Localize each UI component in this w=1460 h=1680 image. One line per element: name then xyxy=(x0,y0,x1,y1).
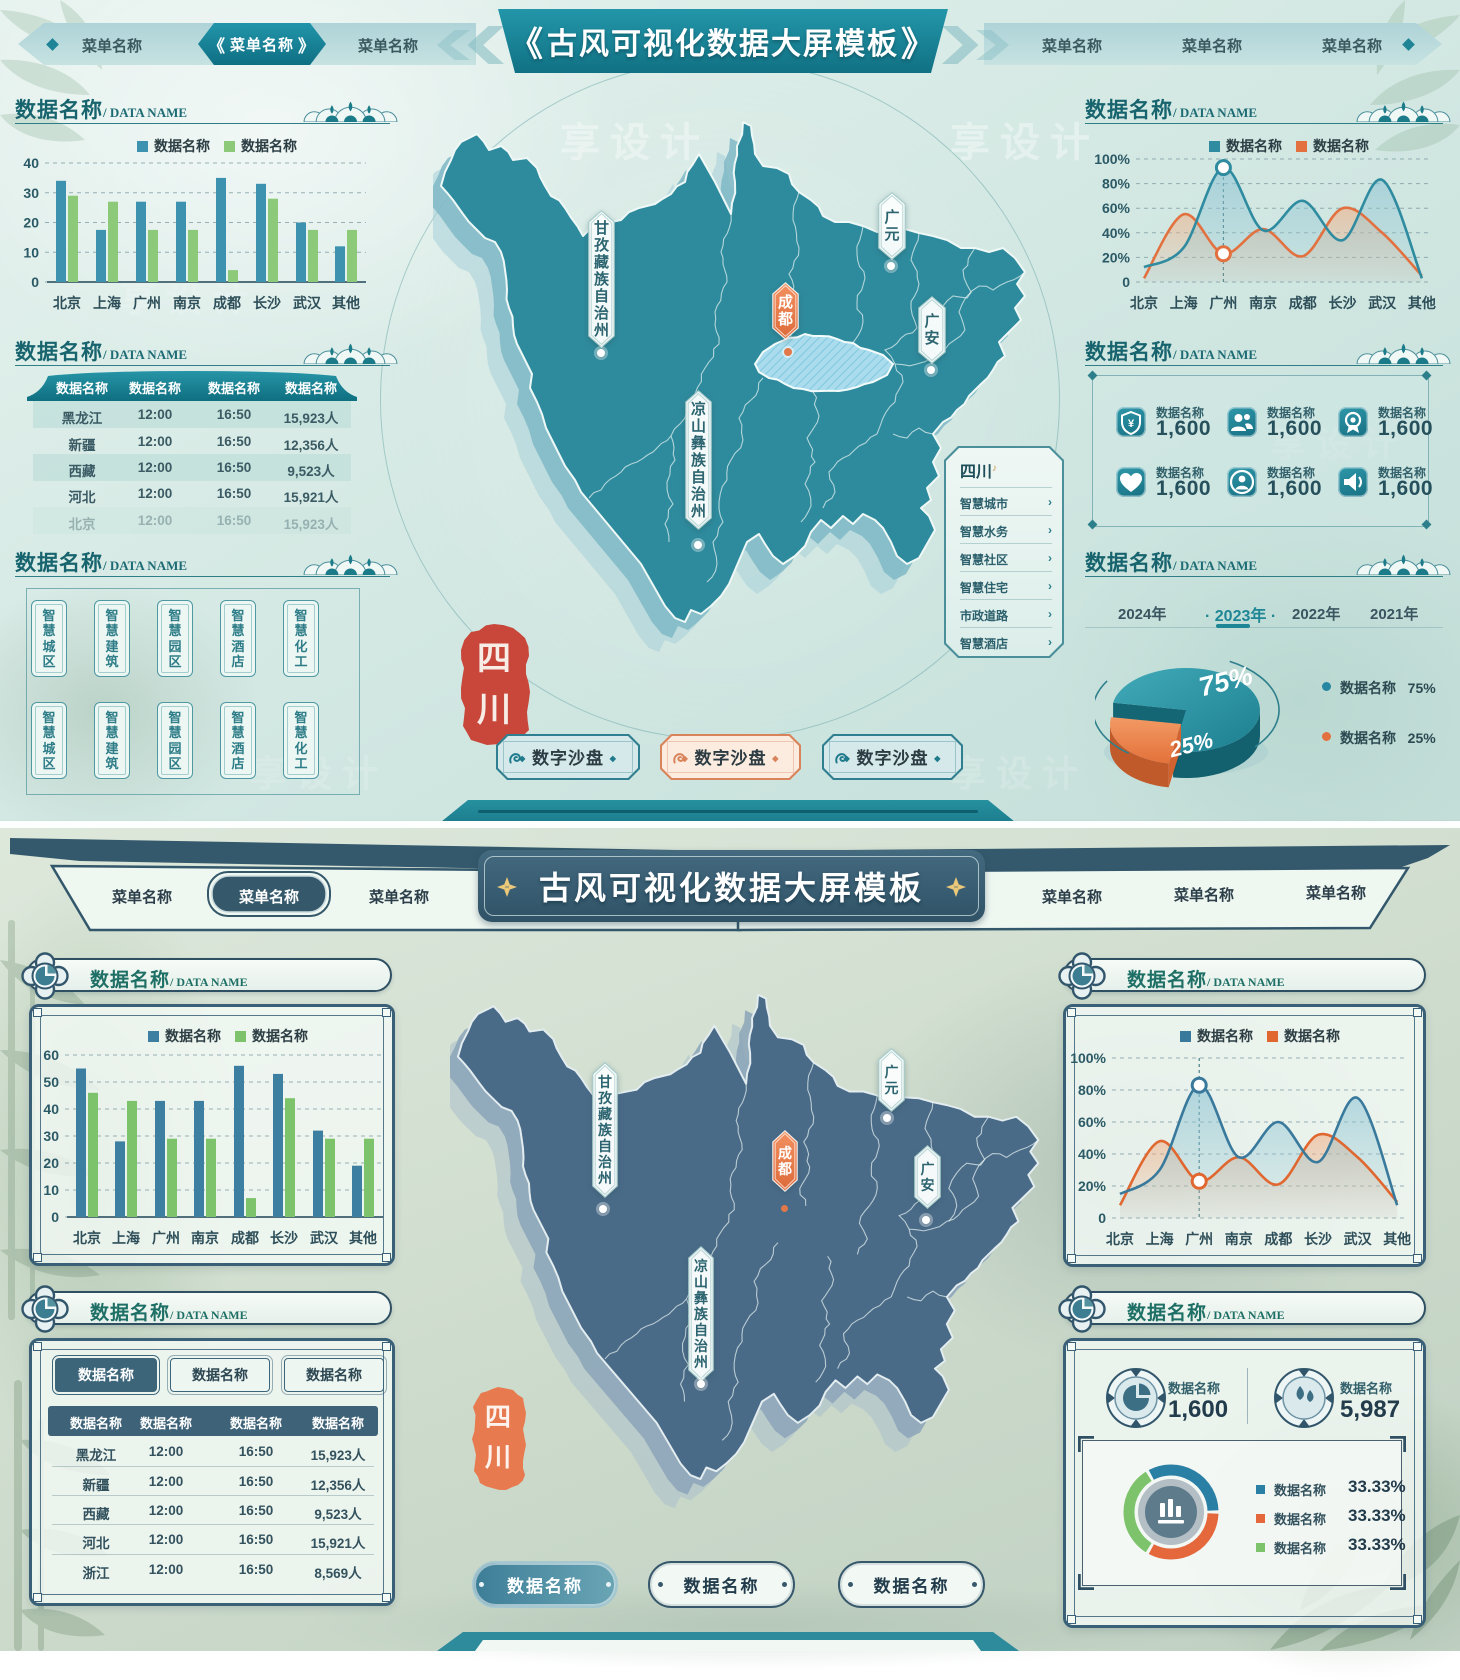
svg-text:武汉: 武汉 xyxy=(310,1230,339,1246)
svg-text:成都: 成都 xyxy=(213,295,241,311)
svg-text:武汉: 武汉 xyxy=(1344,1231,1373,1247)
svg-text:广州: 广州 xyxy=(1185,1231,1213,1247)
svg-text:10: 10 xyxy=(43,1182,59,1198)
svg-text:广州: 广州 xyxy=(133,295,161,311)
svg-text:成都: 成都 xyxy=(1264,1231,1292,1247)
svg-text:20%: 20% xyxy=(1102,249,1131,265)
svg-text:上海: 上海 xyxy=(1170,295,1198,311)
svg-text:其他: 其他 xyxy=(1408,295,1436,311)
svg-text:其他: 其他 xyxy=(349,1230,377,1246)
svg-text:南京: 南京 xyxy=(1225,1231,1253,1247)
svg-text:40%: 40% xyxy=(1078,1146,1107,1162)
svg-text:南京: 南京 xyxy=(1249,295,1277,311)
svg-text:广州: 广州 xyxy=(1209,295,1237,311)
svg-text:北京: 北京 xyxy=(73,1230,101,1246)
svg-text:0: 0 xyxy=(1098,1210,1106,1226)
svg-text:广州: 广州 xyxy=(152,1230,180,1246)
svg-text:成都: 成都 xyxy=(1289,295,1317,311)
svg-text:其他: 其他 xyxy=(1383,1231,1411,1247)
svg-text:100%: 100% xyxy=(1070,1050,1106,1066)
svg-text:0: 0 xyxy=(1122,274,1130,290)
svg-text:50: 50 xyxy=(43,1074,59,1090)
svg-text:成都: 成都 xyxy=(231,1230,259,1246)
svg-text:20: 20 xyxy=(23,215,39,231)
svg-text:南京: 南京 xyxy=(173,295,201,311)
svg-text:30: 30 xyxy=(23,185,39,201)
svg-text:10: 10 xyxy=(23,244,39,260)
svg-text:上海: 上海 xyxy=(1146,1231,1174,1247)
svg-text:0: 0 xyxy=(31,274,39,290)
svg-text:60%: 60% xyxy=(1078,1114,1107,1130)
svg-text:¥: ¥ xyxy=(1128,418,1135,430)
svg-text:南京: 南京 xyxy=(191,1230,219,1246)
svg-text:长沙: 长沙 xyxy=(1329,295,1357,311)
svg-text:30: 30 xyxy=(43,1128,59,1144)
svg-text:20: 20 xyxy=(43,1155,59,1171)
svg-text:长沙: 长沙 xyxy=(253,295,281,311)
svg-text:20%: 20% xyxy=(1078,1178,1107,1194)
svg-text:40: 40 xyxy=(43,1101,59,1117)
svg-text:0: 0 xyxy=(51,1209,59,1225)
svg-text:80%: 80% xyxy=(1102,176,1131,192)
svg-text:上海: 上海 xyxy=(112,1230,140,1246)
svg-text:武汉: 武汉 xyxy=(293,295,322,311)
svg-text:武汉: 武汉 xyxy=(1368,295,1397,311)
svg-text:北京: 北京 xyxy=(1130,295,1158,311)
svg-text:长沙: 长沙 xyxy=(270,1230,298,1246)
svg-text:40%: 40% xyxy=(1102,225,1131,241)
svg-text:北京: 北京 xyxy=(53,295,81,311)
svg-text:长沙: 长沙 xyxy=(1304,1231,1332,1247)
svg-text:100%: 100% xyxy=(1094,151,1130,167)
svg-text:北京: 北京 xyxy=(1106,1231,1134,1247)
svg-text:80%: 80% xyxy=(1078,1082,1107,1098)
svg-text:上海: 上海 xyxy=(93,295,121,311)
svg-text:其他: 其他 xyxy=(332,295,360,311)
svg-text:60: 60 xyxy=(43,1048,59,1063)
svg-text:40: 40 xyxy=(23,155,39,171)
svg-text:60%: 60% xyxy=(1102,200,1131,216)
